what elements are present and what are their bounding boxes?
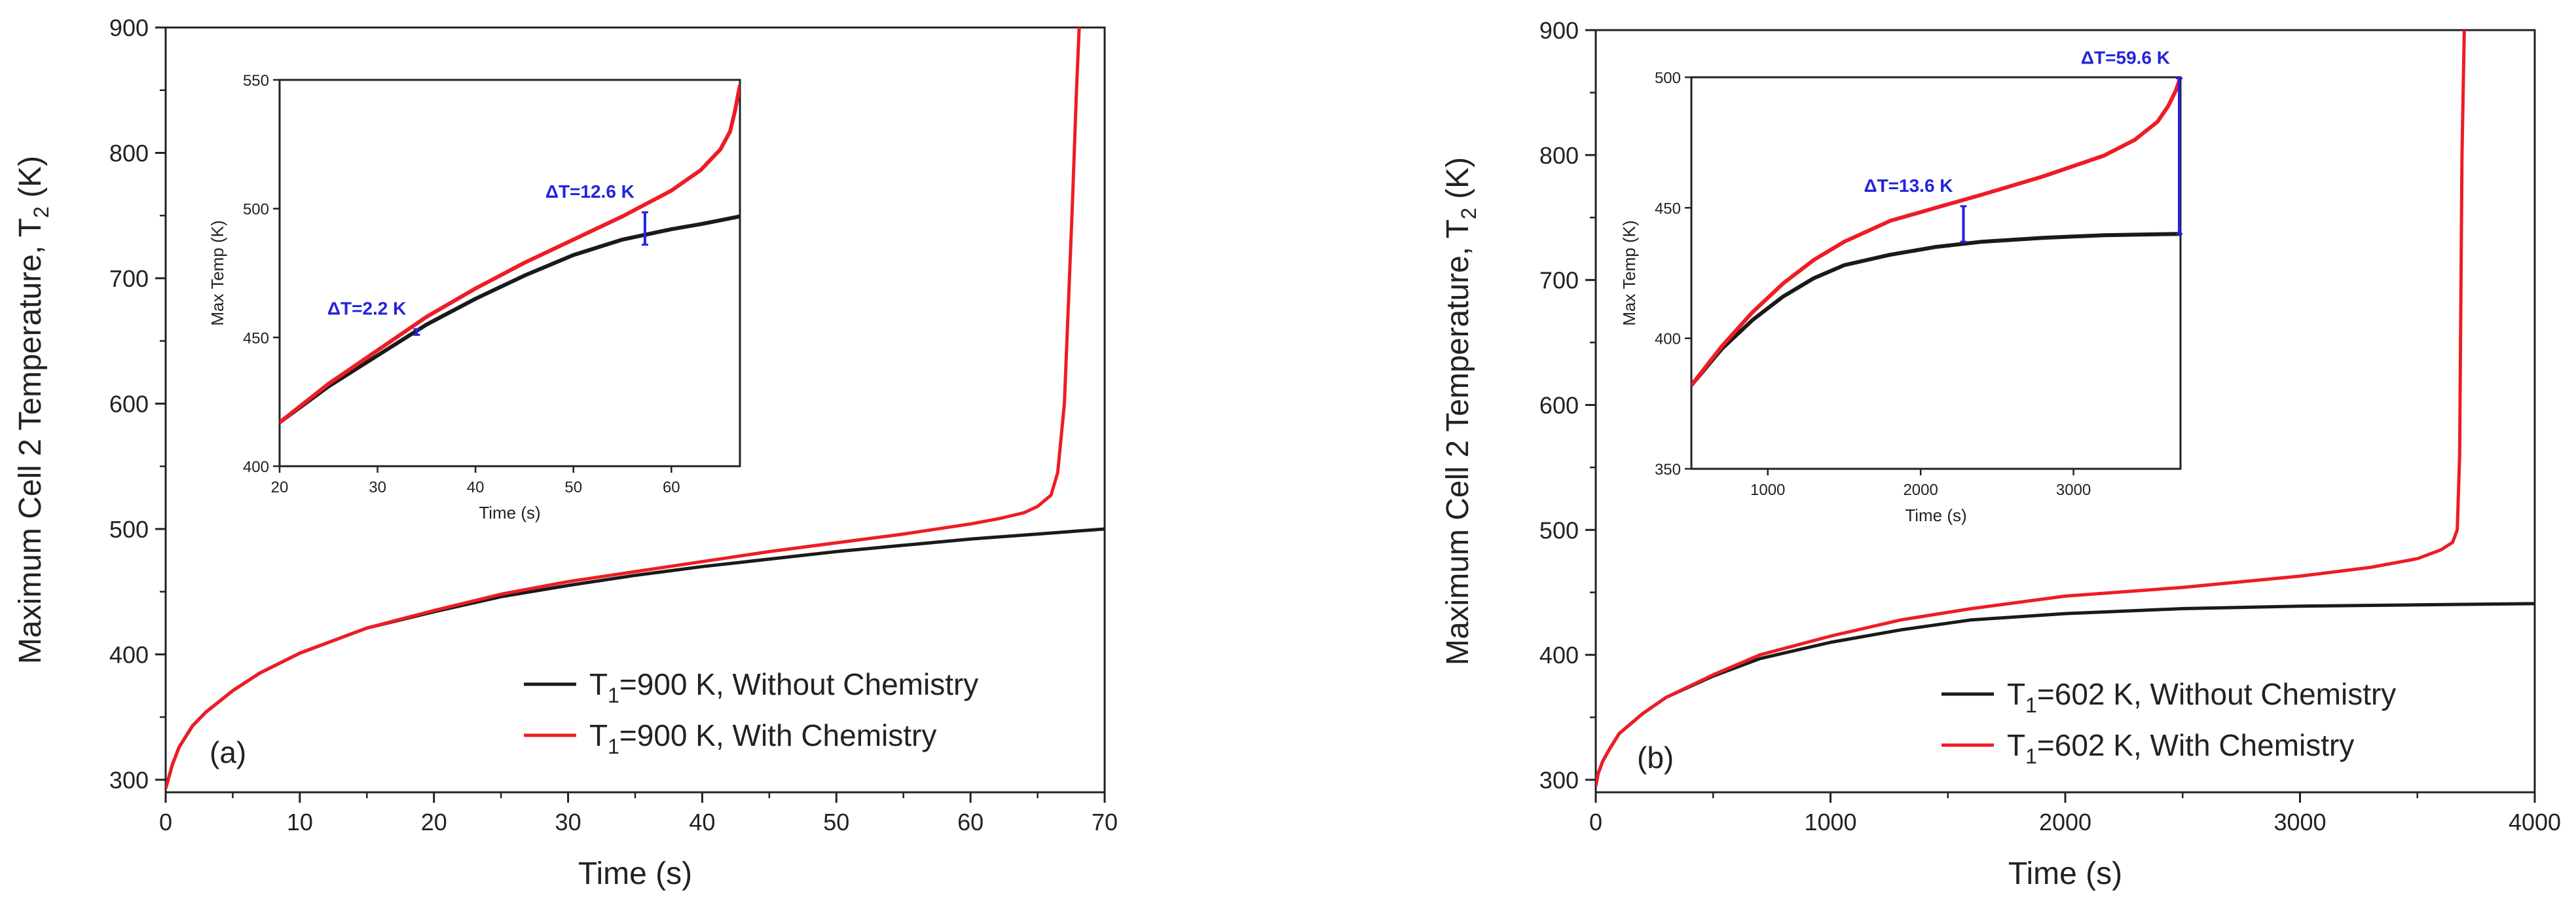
legend-label: T1=900 K, With Chemistry xyxy=(589,718,936,758)
panel-label: (a) xyxy=(210,735,246,769)
inset-y-tick-label: 450 xyxy=(243,329,269,347)
y-tick-label: 900 xyxy=(109,14,149,41)
x-tick-label: 40 xyxy=(689,809,715,835)
y-tick-label: 400 xyxy=(1539,642,1579,669)
delta-t-label: ΔT=13.6 K xyxy=(1864,175,1953,196)
y-tick-label: 600 xyxy=(109,390,149,417)
y-tick-label: 300 xyxy=(1539,767,1579,794)
y-tick-label: 800 xyxy=(1539,142,1579,169)
inset-y-tick-label: 400 xyxy=(243,458,269,476)
inset-x-tick-label: 3000 xyxy=(2056,481,2091,499)
x-tick-label: 0 xyxy=(1589,809,1602,835)
series-group xyxy=(166,28,1105,789)
delta-t-label: ΔT=59.6 K xyxy=(2081,48,2170,68)
inset-series-group xyxy=(1691,77,2180,387)
y-tick-label: 600 xyxy=(1539,392,1579,418)
series-group xyxy=(1596,30,2535,786)
legend-label: T1=602 K, With Chemistry xyxy=(2007,728,2354,768)
panel-b: 0 1000 2000 3000 4000 300 400 500 600 700 800 900 Ti… xyxy=(1441,17,2561,891)
inset-x-tick-label: 30 xyxy=(369,479,386,496)
y-tick-label: 300 xyxy=(109,767,149,794)
inset-y-tick-label: 500 xyxy=(243,201,269,219)
series-line-with-chemistry xyxy=(1596,30,2466,786)
x-tick-label: 70 xyxy=(1092,809,1118,835)
inset-y-tick-label: 400 xyxy=(1655,331,1681,348)
inset-line-with-chemistry xyxy=(280,84,740,424)
inset-frame xyxy=(1690,76,2182,470)
y-tick-label: 500 xyxy=(109,516,149,543)
x-axis-title: Time (s) xyxy=(2008,856,2122,891)
inset-line-without-chemistry xyxy=(1691,232,2180,387)
x-tick-label: 30 xyxy=(555,809,581,835)
inset-y-tick-label: 450 xyxy=(1655,200,1681,217)
inset-y-tick-label: 550 xyxy=(243,72,269,90)
inset-chart: 20 30 40 50 60 400 450 500 550 Time (s) Max Temp (… xyxy=(208,72,741,523)
x-tick-label: 60 xyxy=(957,809,984,835)
inset-chart: 1000 2000 3000 350 400 450 500 Time (s) Max Temp… xyxy=(1619,48,2182,525)
y-axis-title: Maximum Cell 2 Temperature, T2 (K) xyxy=(1441,157,1481,665)
delta-t-label: ΔT=2.2 K xyxy=(327,299,407,319)
x-tick-label: 2000 xyxy=(2039,809,2091,835)
x-tick-label: 0 xyxy=(159,809,172,835)
inset-y-axis-title: Max Temp (K) xyxy=(208,220,227,325)
inset-x-axis-title: Time (s) xyxy=(1905,505,1966,525)
legend-label: T1=602 K, Without Chemistry xyxy=(2007,677,2396,717)
inset-series-group xyxy=(280,84,740,424)
inset-x-tick-label: 1000 xyxy=(1750,481,1785,499)
x-tick-label: 20 xyxy=(421,809,447,835)
y-tick-label: 700 xyxy=(109,265,149,292)
panel-label: (b) xyxy=(1637,741,1674,775)
x-tick-label: 10 xyxy=(287,809,313,835)
inset-line-with-chemistry xyxy=(1691,77,2180,387)
x-tick-label: 3000 xyxy=(2273,809,2326,835)
y-tick-label: 800 xyxy=(109,139,149,166)
inset-y-axis-title: Max Temp (K) xyxy=(1619,220,1639,325)
panel-a: 0 10 20 30 40 50 60 70 300 400 500 600 700 800 900 Time… xyxy=(13,14,1118,891)
inset-x-tick-label: 40 xyxy=(467,479,485,496)
y-tick-label: 700 xyxy=(1539,267,1579,294)
inset-x-tick-label: 20 xyxy=(271,479,289,496)
inset-x-tick-label: 60 xyxy=(663,479,680,496)
inset-y-tick-label: 350 xyxy=(1655,461,1681,479)
x-axis-title: Time (s) xyxy=(578,856,692,891)
inset-x-axis-title: Time (s) xyxy=(479,503,540,523)
x-tick-label: 1000 xyxy=(1804,809,1856,835)
inset-line-without-chemistry xyxy=(280,214,740,424)
y-tick-label: 900 xyxy=(1539,17,1579,44)
y-tick-label: 400 xyxy=(109,641,149,668)
delta-t-label: ΔT=12.6 K xyxy=(545,181,635,202)
inset-x-tick-label: 50 xyxy=(564,479,582,496)
x-tick-label: 4000 xyxy=(2509,809,2561,835)
inset-frame xyxy=(278,79,741,468)
inset-y-tick-label: 500 xyxy=(1655,69,1681,87)
legend-label: T1=900 K, Without Chemistry xyxy=(589,667,978,707)
series-line-with-chemistry xyxy=(166,28,1081,789)
x-tick-label: 50 xyxy=(823,809,849,835)
inset-x-tick-label: 2000 xyxy=(1903,481,1938,499)
y-tick-label: 500 xyxy=(1539,517,1579,543)
y-axis-title: Maximum Cell 2 Temperature, T2 (K) xyxy=(13,156,53,664)
